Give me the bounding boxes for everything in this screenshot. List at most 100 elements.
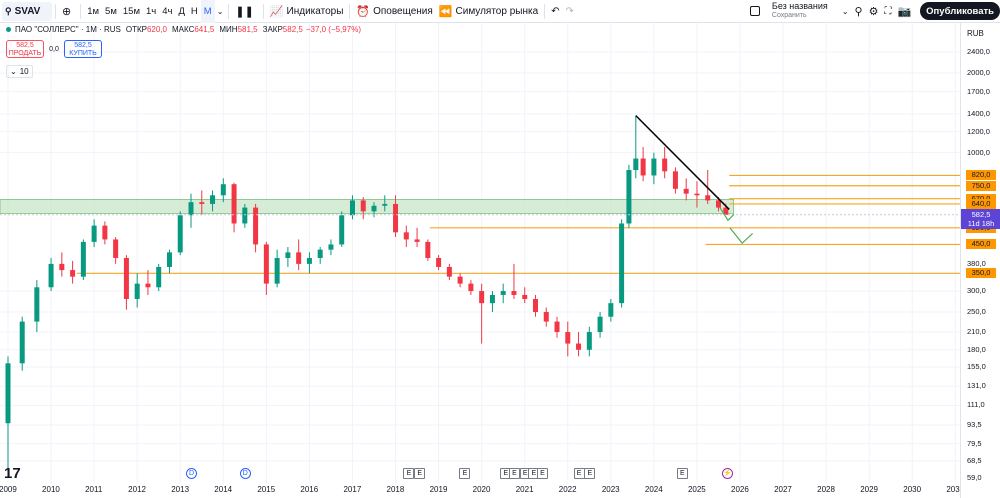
arrow-down-icon: [719, 207, 735, 222]
chevron-down-icon[interactable]: ⌄: [216, 6, 224, 16]
undo-button[interactable]: ↶: [548, 0, 562, 23]
sell-price: 582,5: [16, 42, 34, 49]
trendline: [635, 115, 730, 210]
candle-body: [371, 205, 377, 212]
year-label: 2013: [171, 485, 190, 494]
time-axis[interactable]: 2009 2010 2011 2012 2013 2014 2015 2016 2017 2018…: [0, 484, 964, 498]
separator: [80, 3, 82, 19]
fullscreen-button[interactable]: ⛶: [881, 0, 894, 23]
interval-button[interactable]: 5м: [105, 5, 117, 17]
volume-legend[interactable]: ⌄ 10: [6, 65, 33, 78]
separator: [544, 3, 546, 19]
candle-body: [123, 257, 129, 299]
level-price-badge[interactable]: 820,0: [966, 170, 996, 181]
level-price-badge[interactable]: 450,0: [966, 239, 996, 250]
level-price-badge[interactable]: 350,0: [966, 268, 996, 279]
earnings-marker[interactable]: E: [459, 468, 471, 479]
candle-body: [253, 207, 259, 245]
level-price-badge[interactable]: 670,0: [966, 193, 996, 204]
interval-button[interactable]: Н: [190, 5, 198, 17]
price-tick-label: 1000,0: [967, 147, 990, 157]
candle-body: [382, 203, 388, 206]
interval-button[interactable]: 1м: [87, 5, 100, 17]
dividend-marker[interactable]: D: [239, 468, 251, 479]
close-value: 582,5: [282, 25, 303, 34]
arrow-up-icon: [729, 227, 754, 245]
legend-status-dot: [6, 27, 11, 32]
compare-button[interactable]: ⊕: [59, 0, 77, 23]
year-label: 2016: [300, 485, 319, 494]
candle-body: [145, 283, 151, 288]
snapshot-button[interactable]: 📷: [894, 0, 914, 23]
earnings-marker[interactable]: E: [536, 468, 548, 479]
price-tick-label: 68,5: [967, 455, 982, 465]
candle-body: [177, 215, 183, 253]
interval-button[interactable]: 1ч: [145, 5, 157, 17]
year-label: 2019: [429, 485, 448, 494]
candle-body: [608, 303, 614, 317]
publish-button[interactable]: Опубликовать: [920, 2, 1000, 20]
candle-body: [694, 193, 700, 196]
tradingview-logo[interactable]: 17: [4, 465, 21, 482]
indicators-button[interactable]: 📈 Индикаторы: [267, 0, 347, 23]
layout-button[interactable]: Без названия Сохранить ⌄: [747, 0, 852, 23]
candle-body: [672, 171, 678, 189]
quick-search-button[interactable]: ⚲: [852, 0, 866, 23]
earnings-marker[interactable]: E: [573, 468, 585, 479]
interval-button[interactable]: 15м: [122, 5, 140, 17]
price-tick-label: 2400,0: [967, 47, 990, 56]
change-value: −37,0 (−5,97%): [305, 25, 361, 34]
interval-button[interactable]: М: [200, 0, 215, 23]
plus-circle-icon: ⊕: [62, 5, 72, 18]
rewind-icon: ⏪: [438, 5, 453, 18]
settings-button[interactable]: ⚙: [866, 0, 882, 23]
indicators-icon: 📈: [269, 5, 284, 18]
chart-canvas[interactable]: [0, 23, 960, 484]
candle-body: [522, 294, 528, 299]
interval-button[interactable]: Д: [178, 5, 185, 17]
candle-body: [723, 207, 729, 215]
year-label: 2011: [85, 485, 103, 494]
candle-body: [489, 294, 495, 304]
sell-label: ПРОДАТЬ: [8, 50, 42, 57]
chart-type-button[interactable]: ❚❚: [232, 0, 259, 23]
earnings-marker[interactable]: E: [414, 468, 426, 479]
candle-body: [360, 200, 366, 212]
earnings-marker[interactable]: E: [403, 468, 415, 479]
candle-body: [543, 312, 549, 322]
earnings-marker[interactable]: E: [508, 468, 520, 479]
price-tick-label: 111,0: [967, 400, 985, 410]
dividend-marker[interactable]: D: [186, 468, 197, 479]
price-tick-label: 380,0: [967, 258, 986, 268]
split-lightning-icon[interactable]: ⚡: [722, 468, 734, 479]
search-icon: ⚲: [854, 5, 863, 18]
candle-body: [188, 202, 194, 216]
price-tick-label: 1700,0: [967, 86, 990, 96]
alerts-button[interactable]: ⏰ Оповещения: [353, 0, 435, 23]
buy-label: КУПИТЬ: [69, 50, 97, 57]
price-tick-label: 155,0: [967, 361, 986, 371]
earnings-marker[interactable]: E: [584, 468, 596, 479]
candle-body: [296, 252, 302, 264]
layout-name: Без названия Сохранить: [768, 2, 832, 20]
candle-body: [633, 158, 639, 170]
interval-button[interactable]: 4ч: [162, 5, 173, 17]
candle-body: [554, 321, 560, 333]
buy-button[interactable]: 582,5 КУПИТЬ: [64, 40, 102, 58]
candle-body: [70, 270, 76, 277]
indicators-label: Индикаторы: [286, 5, 344, 17]
symbol-label: SVAV: [14, 5, 41, 17]
year-label: 2014: [214, 485, 233, 494]
earnings-marker[interactable]: E: [676, 468, 688, 479]
redo-button[interactable]: ↷: [563, 0, 577, 23]
level-price-badge[interactable]: 640,0: [966, 198, 996, 209]
price-tick-label: 93,5: [967, 420, 982, 430]
candle-body: [403, 232, 409, 240]
sell-button[interactable]: 582,5 ПРОДАТЬ: [6, 40, 44, 58]
replay-button[interactable]: ⏪ Симулятор рынка: [436, 0, 541, 23]
price-scale[interactable]: RUB 2400,0 2000,0 1700,0 1400,0 1200,0 1000,0…: [960, 23, 1000, 498]
search-icon: ⚲: [5, 5, 12, 16]
separator: [228, 3, 230, 19]
symbol-search[interactable]: ⚲ SVAV: [2, 1, 52, 21]
level-price-badge[interactable]: 750,0: [966, 180, 996, 191]
